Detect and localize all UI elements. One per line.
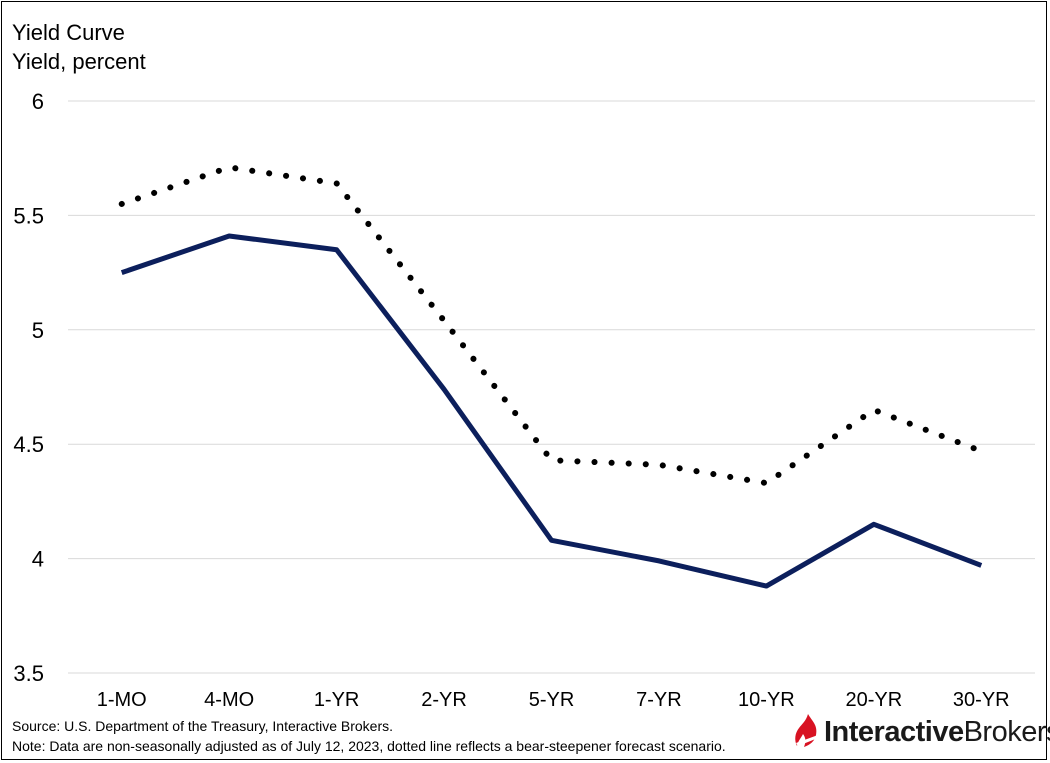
y-tick-label: 4.5: [13, 432, 44, 457]
x-tick-label: 7-YR: [636, 689, 682, 711]
logo-name-bold: Interactive: [824, 716, 964, 748]
x-tick-label: 5-YR: [529, 689, 575, 711]
x-tick-label: 1-MO: [97, 689, 147, 711]
y-tick-label: 3.5: [13, 661, 44, 686]
footnote: Note: Data are non-seasonally adjusted a…: [12, 738, 726, 754]
x-tick-label: 1-YR: [314, 689, 360, 711]
y-tick-label: 5: [32, 318, 44, 343]
y-axis-label: Yield, percent: [12, 49, 146, 74]
forecast-series-line: [118, 164, 985, 487]
x-tick-label: 20-YR: [845, 689, 902, 711]
logo-name-regular: Brokers: [963, 716, 1050, 748]
x-tick-label: 4-MO: [204, 689, 254, 711]
actual-series-line: [120, 233, 983, 589]
source-note: Source: U.S. Department of the Treasury,…: [12, 718, 394, 734]
x-tick-labels: 1-MO 4-MO 1-YR 2-YR 5-YR 7-YR 10-YR 20-YR 30-YR: [97, 689, 1010, 711]
gridlines: [68, 100, 1035, 674]
y-tick-label: 6: [32, 89, 44, 114]
x-tick-label: 10-YR: [738, 689, 795, 711]
chart-title: Yield Curve: [12, 20, 125, 45]
y-tick-label: 5.5: [13, 203, 44, 228]
series-lines: [118, 164, 985, 589]
y-tick-labels: 3.5 4 4.5 5 5.5 6: [13, 89, 44, 686]
y-tick-label: 4: [32, 547, 44, 572]
interactive-brokers-flame-icon: [795, 714, 818, 747]
x-tick-label: 2-YR: [421, 689, 467, 711]
x-tick-label: 30-YR: [953, 689, 1010, 711]
